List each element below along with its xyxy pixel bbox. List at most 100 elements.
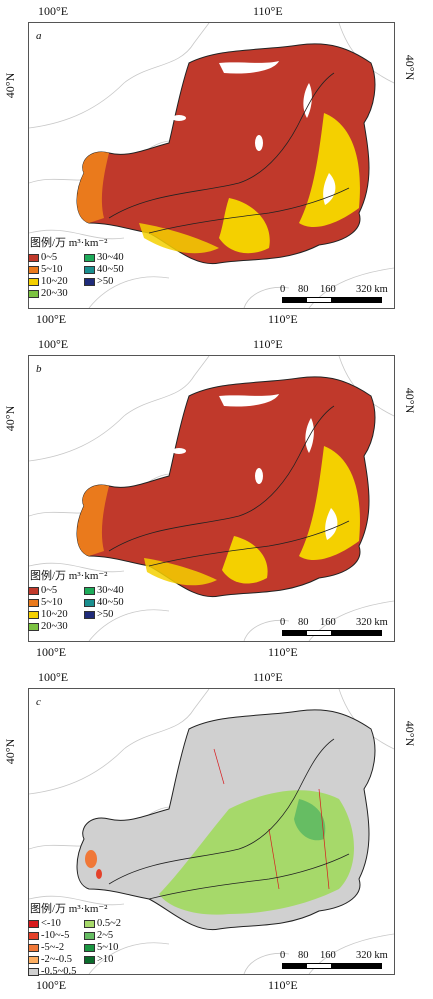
lat-label-right: 40°N: [403, 387, 418, 414]
legend-swatch: [84, 253, 95, 262]
legend-swatch: [28, 943, 39, 952]
legend-swatch: [84, 265, 95, 274]
lon-label-bottom-100: 100°E: [36, 978, 67, 992]
legend-item: 10~20: [28, 609, 80, 620]
legend-label: -2~-0.5: [41, 954, 73, 965]
legend-swatch: [28, 931, 39, 940]
legend-item: 0~5: [28, 585, 80, 596]
legend-swatch: [28, 265, 39, 274]
lon-label-bottom-110: 110°E: [268, 645, 298, 659]
scale-label: 0: [280, 617, 286, 628]
panel-letter: c: [36, 696, 41, 708]
scale-bar: 0 80 160 320 km: [268, 284, 388, 303]
legend-label: >10: [97, 954, 114, 965]
lat-label-left: 40°N: [3, 72, 18, 99]
legend-label: 0.5~2: [97, 918, 122, 929]
legend-item: 40~50: [84, 264, 136, 275]
legend-label: 40~50: [97, 264, 124, 275]
legend-item: 0~5: [28, 252, 80, 263]
lon-label-top-110: 110°E: [253, 4, 283, 18]
lat-label-left: 40°N: [3, 405, 18, 432]
legend-item: 30~40: [84, 585, 136, 596]
scale-label: 320 km: [356, 950, 388, 961]
legend-label: 0~5: [41, 252, 58, 263]
scale-label: 160: [320, 950, 336, 961]
legend-label: -5~-2: [41, 942, 65, 953]
legend-swatch: [28, 253, 39, 262]
legend: 图例/万 m³·km⁻² 0~5 30~40 5~10 40~50 10~20 >50 20…: [28, 234, 136, 299]
legend-swatch: [84, 943, 95, 952]
scale-bar-graphic: [282, 630, 382, 636]
legend-item: 30~40: [84, 252, 136, 263]
lon-label-top-100: 100°E: [38, 4, 69, 18]
legend-label: 0~5: [41, 585, 58, 596]
legend-swatch: [84, 919, 95, 928]
map-panel-a: 100°E 110°E: [0, 0, 433, 333]
panel-letter: b: [36, 363, 42, 375]
scale-bar-graphic: [282, 297, 382, 303]
scale-label: 160: [320, 284, 336, 295]
legend-item: 5~10: [28, 597, 80, 608]
legend-swatch: [28, 622, 39, 631]
legend-title: 图例/万 m³·km⁻²: [30, 903, 108, 915]
lon-label-bottom-110: 110°E: [268, 312, 298, 326]
legend-item: <-10: [28, 918, 80, 929]
lon-label-top-100: 100°E: [38, 670, 69, 684]
scale-label: 160: [320, 617, 336, 628]
lon-label-bottom-100: 100°E: [36, 645, 67, 659]
legend-swatch: [28, 610, 39, 619]
legend-item: >50: [84, 276, 136, 287]
loess-plateau-map: [29, 689, 394, 974]
lat-label-left: 40°N: [3, 738, 18, 765]
legend-swatch: [28, 967, 39, 976]
legend-item: 20~30: [28, 288, 80, 299]
loess-plateau-map: [29, 356, 394, 641]
legend-item: >10: [84, 954, 136, 965]
loess-plateau-map: [29, 23, 394, 308]
legend-title: 图例/万 m³·km⁻²: [30, 237, 108, 249]
legend-swatch: [28, 919, 39, 928]
legend-title: 图例/万 m³·km⁻²: [30, 570, 108, 582]
scale-bar: 0 80 160 320 km: [268, 950, 388, 969]
legend-item: 20~30: [28, 621, 80, 632]
map-panel-b: 100°E 110°E: [0, 333, 433, 666]
scale-label: 80: [298, 284, 309, 295]
legend-swatch: [28, 289, 39, 298]
legend-label: >50: [97, 609, 114, 620]
legend-swatch: [28, 277, 39, 286]
legend-label: 20~30: [41, 288, 68, 299]
legend-item: 5~10: [84, 942, 136, 953]
legend: 图例/万 m³·km⁻² <-10 0.5~2 -10~-5 2~5 -5~-2 5~10…: [28, 900, 136, 977]
legend-item: -2~-0.5: [28, 954, 80, 965]
legend-label: 10~20: [41, 276, 68, 287]
legend-label: <-10: [41, 918, 61, 929]
legend-label: 30~40: [97, 252, 124, 263]
scale-label: 320 km: [356, 617, 388, 628]
scale-label: 80: [298, 617, 309, 628]
legend-swatch: [84, 586, 95, 595]
lon-label-top-100: 100°E: [38, 337, 69, 351]
legend-item: -10~-5: [28, 930, 80, 941]
map-frame: [28, 355, 395, 642]
lon-label-top-110: 110°E: [253, 337, 283, 351]
legend-item: -5~-2: [28, 942, 80, 953]
legend-item: 5~10: [28, 264, 80, 275]
legend: 图例/万 m³·km⁻² 0~5 30~40 5~10 40~50 10~20 >50 20…: [28, 567, 136, 632]
scale-bar-graphic: [282, 963, 382, 969]
lat-label-right: 40°N: [403, 720, 418, 747]
legend-items: 0~5 30~40 5~10 40~50 10~20 >50 20~30: [28, 585, 136, 632]
legend-swatch: [84, 955, 95, 964]
map-panel-c: 100°E 110°E: [0, 666, 433, 999]
legend-label: 2~5: [97, 930, 114, 941]
legend-item: 40~50: [84, 597, 136, 608]
legend-label: 5~10: [41, 264, 63, 275]
lat-label-right: 40°N: [403, 54, 418, 81]
legend-label: 10~20: [41, 609, 68, 620]
legend-label: -10~-5: [41, 930, 70, 941]
legend-items: 0~5 30~40 5~10 40~50 10~20 >50 20~30: [28, 252, 136, 299]
legend-label: 20~30: [41, 621, 68, 632]
legend-swatch: [84, 931, 95, 940]
lon-label-bottom-110: 110°E: [268, 978, 298, 992]
legend-item: 2~5: [84, 930, 136, 941]
legend-label: >50: [97, 276, 114, 287]
